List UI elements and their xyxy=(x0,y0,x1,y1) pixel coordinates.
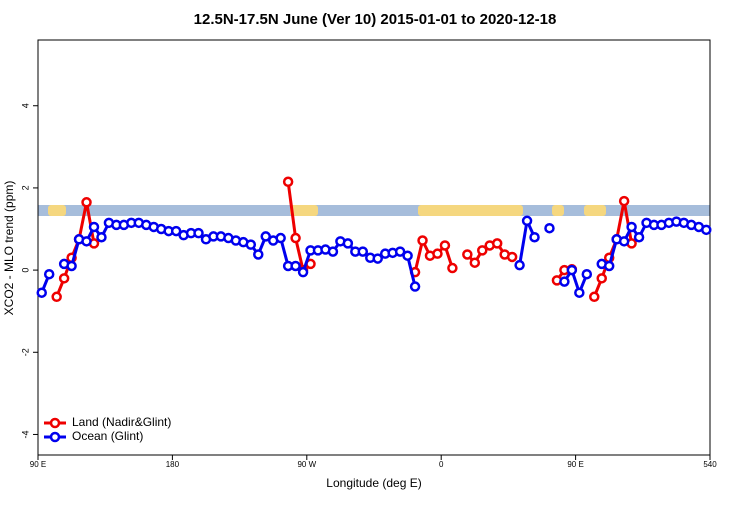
data-point xyxy=(432,248,443,259)
data-point xyxy=(514,259,525,271)
data-point xyxy=(342,238,354,249)
data-point xyxy=(581,268,593,280)
map-strip xyxy=(38,205,710,216)
data-point xyxy=(462,249,473,260)
data-point xyxy=(589,291,600,303)
y-tick-label: -2 xyxy=(20,348,30,356)
data-point xyxy=(51,291,62,303)
data-point xyxy=(88,221,100,233)
data-point xyxy=(417,235,428,246)
data-point xyxy=(477,245,488,256)
legend-label: Land (Nadir&Glint) xyxy=(72,415,171,429)
data-point xyxy=(521,215,533,227)
data-point xyxy=(81,236,92,247)
legend-marker xyxy=(49,431,61,443)
data-point xyxy=(36,287,47,298)
data-point xyxy=(439,240,451,251)
data-point xyxy=(559,276,570,287)
data-point xyxy=(633,231,645,243)
data-point xyxy=(566,264,578,276)
data-point xyxy=(66,260,77,272)
data-point xyxy=(193,227,204,239)
data-point xyxy=(701,224,712,236)
x-tick-label: 0 xyxy=(439,460,444,469)
data-point xyxy=(43,268,55,280)
data-point xyxy=(506,251,518,263)
data-point xyxy=(618,236,630,247)
data-point xyxy=(469,257,481,268)
x-tick-label: 90 E xyxy=(30,460,46,469)
data-point xyxy=(574,287,585,298)
x-tick-label: 90 W xyxy=(297,460,316,469)
data-point xyxy=(290,232,301,244)
data-point xyxy=(447,262,458,274)
data-point xyxy=(58,273,70,284)
data-point xyxy=(81,197,92,208)
legend-label: Ocean (Glint) xyxy=(72,429,143,443)
data-point xyxy=(394,246,406,257)
data-point xyxy=(544,222,555,234)
x-tick-label: 180 xyxy=(166,460,180,469)
plot-frame xyxy=(37,39,711,456)
data-point xyxy=(618,195,630,207)
data-point xyxy=(491,238,503,249)
x-axis-label: Longitude (deg E) xyxy=(326,476,421,490)
data-point xyxy=(357,246,369,257)
data-point xyxy=(603,260,615,272)
x-tick-label: 540 xyxy=(703,460,717,469)
y-tick-label: -4 xyxy=(20,430,30,438)
data-point xyxy=(402,250,413,261)
data-point xyxy=(409,281,421,292)
data-point xyxy=(327,246,339,257)
chart-title: 12.5N-17.5N June (Ver 10) 2015-01-01 to … xyxy=(194,11,557,28)
data-point xyxy=(626,221,637,233)
data-point xyxy=(170,225,182,237)
y-axis-label: XCO2 - MLO trend (ppm) xyxy=(2,181,16,316)
y-tick-label: 2 xyxy=(20,185,30,190)
data-point xyxy=(596,273,607,284)
y-tick-label: 4 xyxy=(20,103,30,108)
data-point xyxy=(282,176,294,188)
data-point xyxy=(290,260,301,272)
data-point xyxy=(372,253,383,264)
legend-marker xyxy=(49,417,61,429)
data-point xyxy=(260,231,271,242)
y-tick-label: 0 xyxy=(20,268,30,273)
data-point xyxy=(245,239,257,250)
data-point xyxy=(96,231,107,243)
data-point xyxy=(529,231,540,243)
data-point xyxy=(275,232,286,244)
data-point xyxy=(253,249,264,260)
x-tick-label: 90 E xyxy=(567,460,583,469)
data-point xyxy=(297,266,309,278)
